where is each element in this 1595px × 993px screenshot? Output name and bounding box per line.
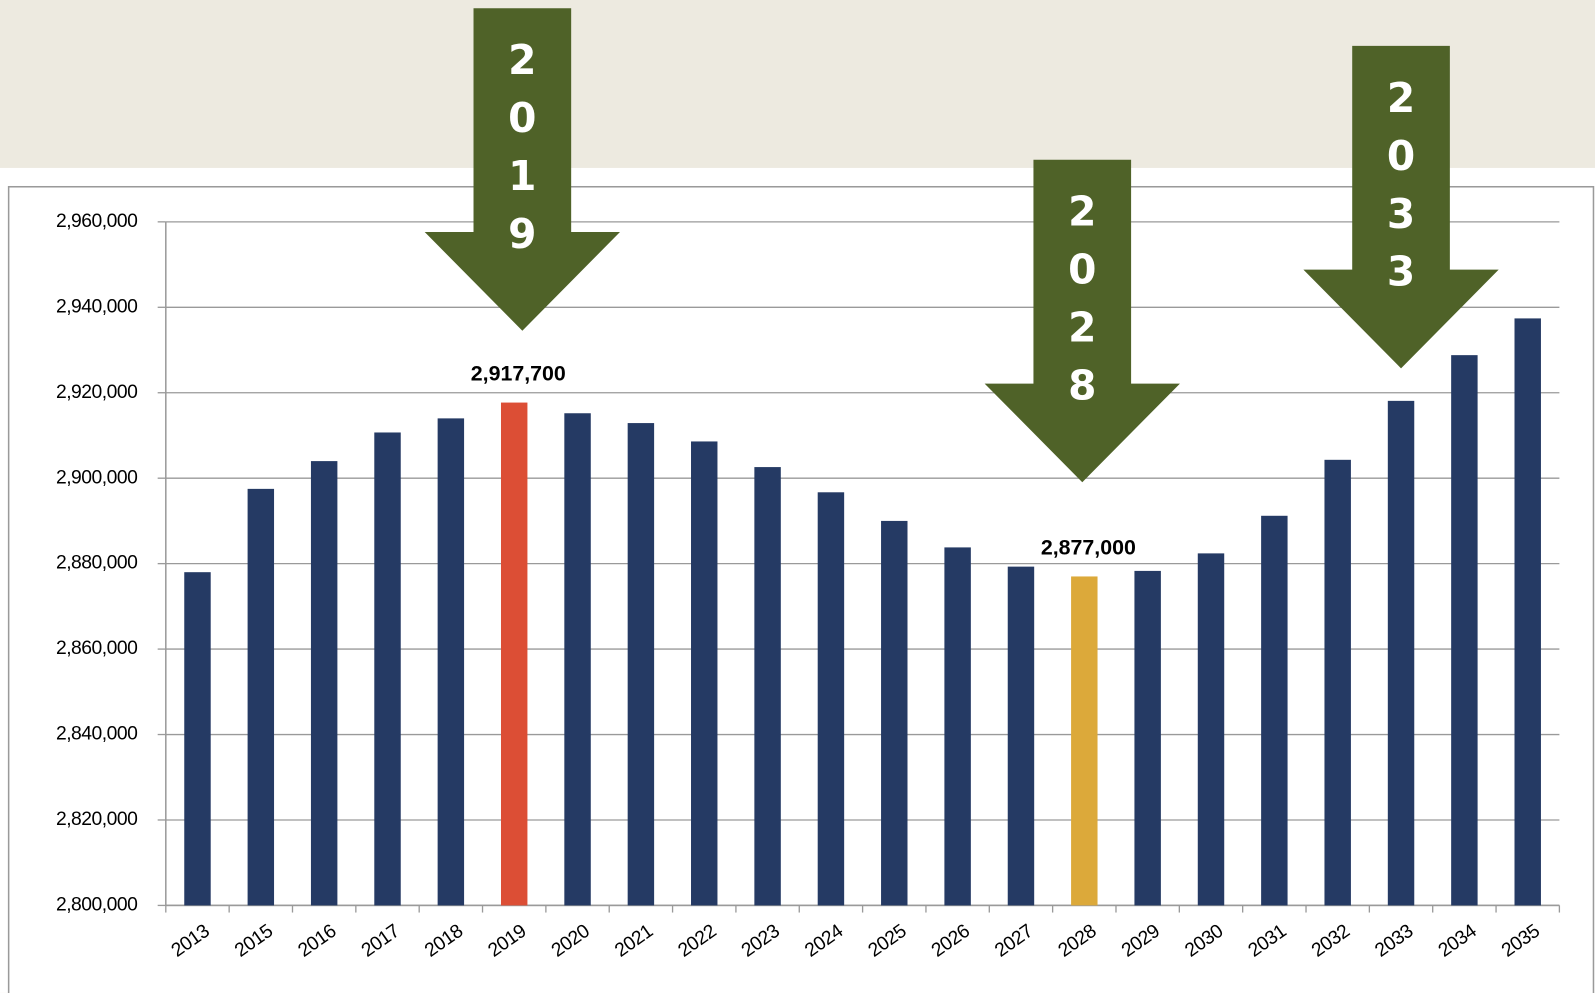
bar	[310, 461, 338, 906]
bar	[1451, 355, 1478, 906]
bar	[1134, 570, 1161, 906]
arrow-shape	[424, 8, 620, 331]
bar	[374, 432, 401, 906]
y-tick-label: 2,840,000	[56, 724, 137, 745]
data-label: 2,877,000	[1041, 536, 1136, 560]
bar	[1071, 576, 1098, 906]
bar	[1387, 400, 1415, 906]
bar	[1007, 566, 1035, 906]
annotation-char: 0	[1387, 132, 1415, 180]
bar	[1324, 459, 1351, 906]
arrow-shape	[984, 159, 1180, 483]
annotation-char: 2	[1387, 74, 1415, 122]
annotation-char: 3	[1387, 190, 1415, 238]
y-tick-label: 2,860,000	[56, 638, 137, 659]
data-label: 2,917,700	[471, 362, 566, 386]
bar	[881, 520, 908, 906]
bar	[247, 488, 275, 906]
annotation-char: 8	[1068, 362, 1096, 410]
annotation-char: 0	[1068, 246, 1096, 294]
y-tick-label: 2,820,000	[56, 809, 137, 830]
annotation-char: 3	[1387, 248, 1415, 296]
bar	[691, 441, 718, 906]
bar	[944, 547, 971, 906]
bar	[1197, 553, 1225, 906]
bar	[1514, 318, 1541, 906]
bar	[627, 423, 655, 906]
bar	[817, 492, 845, 906]
y-tick-label: 2,940,000	[56, 296, 137, 317]
bar	[1261, 515, 1288, 906]
arrow-shape	[1303, 45, 1499, 369]
bar	[500, 402, 528, 906]
bar	[437, 418, 465, 906]
annotation-char: 2	[1068, 304, 1096, 352]
annotation-char: 2	[508, 36, 536, 84]
bar	[754, 467, 781, 906]
y-tick-label: 2,960,000	[56, 211, 137, 232]
y-tick-label: 2,880,000	[56, 553, 137, 574]
annotation-char: 1	[508, 152, 536, 200]
bar	[564, 413, 591, 906]
y-tick-label: 2,900,000	[56, 467, 137, 488]
y-tick-label: 2,800,000	[56, 895, 137, 916]
annotation-char: 0	[508, 94, 536, 142]
annotation-char: 2	[1068, 188, 1096, 236]
y-tick-label: 2,920,000	[56, 382, 137, 403]
bar	[184, 572, 211, 906]
annotation-char: 9	[508, 210, 536, 258]
